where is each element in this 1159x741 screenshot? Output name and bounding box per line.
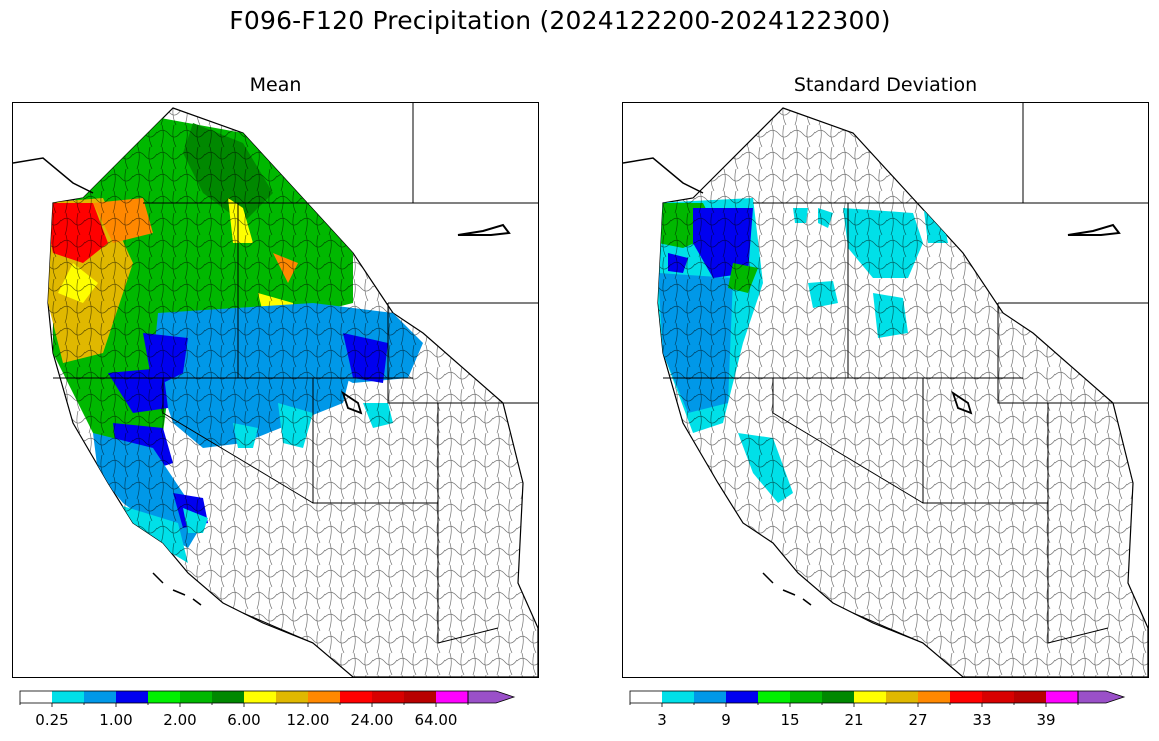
colorbar-segment bbox=[148, 691, 180, 703]
colorbar-tick-label: 64.00 bbox=[414, 711, 458, 729]
colorbar-segment bbox=[436, 691, 468, 703]
colorbar-segment bbox=[52, 691, 84, 703]
colorbar-segment bbox=[404, 691, 436, 703]
mean-colorbar bbox=[19, 689, 530, 715]
colorbar-tick-label: 33 bbox=[972, 711, 992, 729]
colorbar-tick-label: 2.00 bbox=[163, 711, 197, 729]
colorbar-segment bbox=[982, 691, 1014, 703]
colorbar-tick-label: 39 bbox=[1036, 711, 1056, 729]
colorbar-segment bbox=[84, 691, 116, 703]
colorbar-segment bbox=[212, 691, 244, 703]
colorbar-segment bbox=[854, 691, 886, 703]
colorbar-segment bbox=[308, 691, 340, 703]
colorbar-segment bbox=[758, 691, 790, 703]
colorbar-segment bbox=[726, 691, 758, 703]
std-map bbox=[622, 102, 1149, 678]
colorbar-tick-label: 12.00 bbox=[286, 711, 330, 729]
colorbar-segment bbox=[694, 691, 726, 703]
mean-panel-title: Mean bbox=[249, 74, 302, 96]
colorbar-segment bbox=[1014, 691, 1046, 703]
std-panel-title: Standard Deviation bbox=[793, 74, 978, 96]
colorbar-segment bbox=[630, 691, 662, 703]
colorbar-segment bbox=[1046, 691, 1078, 703]
colorbar-segment bbox=[20, 691, 52, 703]
colorbar-tick-label: 3 bbox=[657, 711, 667, 729]
colorbar-tick-label: 27 bbox=[908, 711, 928, 729]
colorbar-tick-label: 9 bbox=[721, 711, 731, 729]
colorbar-segment bbox=[116, 691, 148, 703]
colorbar-segment bbox=[180, 691, 212, 703]
std-colorbar bbox=[629, 689, 1140, 715]
colorbar-segment bbox=[662, 691, 694, 703]
colorbar-tick-label: 0.25 bbox=[35, 711, 69, 729]
colorbar-segment bbox=[950, 691, 982, 703]
colorbar-tick-label: 1.00 bbox=[99, 711, 133, 729]
colorbar-tick-label: 21 bbox=[844, 711, 864, 729]
colorbar-tick-label: 6.00 bbox=[227, 711, 261, 729]
colorbar-tick-label: 24.00 bbox=[350, 711, 394, 729]
figure-title: F096-F120 Precipitation (2024122200-2024… bbox=[229, 6, 891, 35]
colorbar-segment bbox=[276, 691, 308, 703]
colorbar-tick-label: 15 bbox=[780, 711, 800, 729]
colorbar-segment bbox=[372, 691, 404, 703]
colorbar-extend-arrow bbox=[1077, 690, 1126, 704]
mean-map bbox=[12, 102, 539, 678]
colorbar-segment bbox=[822, 691, 854, 703]
colorbar-segment bbox=[340, 691, 372, 703]
colorbar-segment bbox=[918, 691, 950, 703]
colorbar-extend-arrow bbox=[467, 690, 516, 704]
colorbar-segment bbox=[790, 691, 822, 703]
colorbar-segment bbox=[886, 691, 918, 703]
colorbar-segment bbox=[244, 691, 276, 703]
